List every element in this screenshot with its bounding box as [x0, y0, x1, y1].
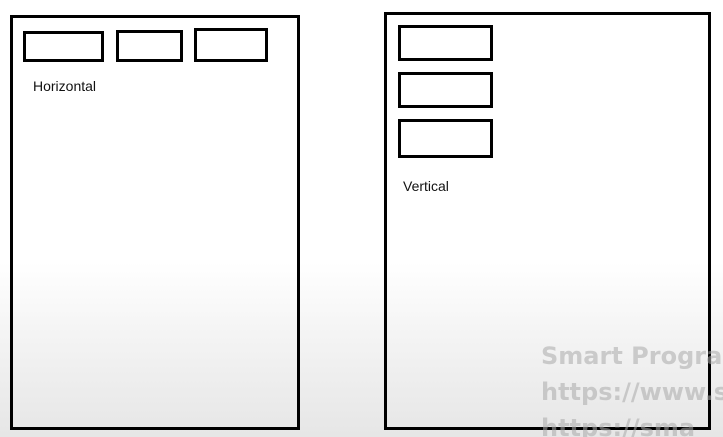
horizontal-box-1	[23, 31, 104, 62]
vertical-box-2	[398, 72, 493, 108]
watermark-line-1: Smart Program	[541, 342, 723, 370]
watermark-line-3: https://sma	[541, 414, 696, 437]
horizontal-label: Horizontal	[33, 78, 97, 94]
horizontal-box-3	[194, 28, 268, 62]
vertical-label: Vertical	[403, 178, 449, 194]
watermark: Smart Program https://www.sm https://sma	[541, 338, 723, 437]
horizontal-box-2	[116, 30, 183, 62]
watermark-line-2: https://www.sm	[541, 378, 723, 406]
vertical-box-1	[398, 25, 493, 61]
horizontal-layout-frame	[10, 15, 300, 430]
vertical-box-3	[398, 119, 493, 158]
vertical-layout-frame	[384, 12, 711, 430]
